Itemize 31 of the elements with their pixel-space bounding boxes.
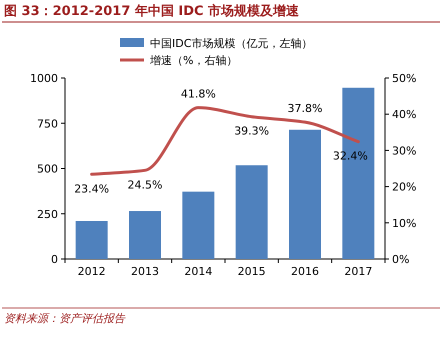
data-label: 41.8% <box>180 88 216 101</box>
bar <box>76 220 108 259</box>
text: 资料来源：资产评估报告 <box>4 312 126 325</box>
y-tick-label: 1000 <box>30 72 58 85</box>
bar <box>289 130 321 259</box>
y2-tick-label: 30% <box>392 144 416 158</box>
x-tick-label: 2014 <box>184 265 212 278</box>
y2-tick-label: 0% <box>392 253 410 266</box>
y-tick-label: 500 <box>37 162 58 176</box>
x-tick-label: 2017 <box>344 265 372 278</box>
y2-tick-label: 50% <box>392 72 416 85</box>
data-label: 37.8% <box>288 102 322 116</box>
y2-tick-label: 20% <box>392 180 416 194</box>
legend-label: 增速（%，右轴） <box>149 54 238 67</box>
legend-label: 中国IDC市场规模（亿元，左轴） <box>150 37 312 50</box>
x-tick-label: 2016 <box>291 265 319 278</box>
data-label: 23.4% <box>74 182 110 196</box>
x-tick-label: 2013 <box>131 265 159 278</box>
data-label: 39.3% <box>234 124 270 138</box>
y2-tick-label: 40% <box>392 108 416 122</box>
bar <box>236 165 268 259</box>
x-tick-label: 2012 <box>78 265 106 278</box>
bar <box>182 192 214 259</box>
y-tick-label: 750 <box>37 117 58 130</box>
y2-tick-label: 10% <box>392 216 416 230</box>
bar <box>129 211 161 259</box>
data-label: 24.5% <box>128 178 162 192</box>
chart-title: 图 33：2012-2017 年中国 IDC 市场规模及增速 <box>4 3 300 19</box>
y-tick-label: 0 <box>51 253 58 266</box>
x-tick-label: 2015 <box>238 265 266 278</box>
y-tick-label: 250 <box>37 208 58 221</box>
